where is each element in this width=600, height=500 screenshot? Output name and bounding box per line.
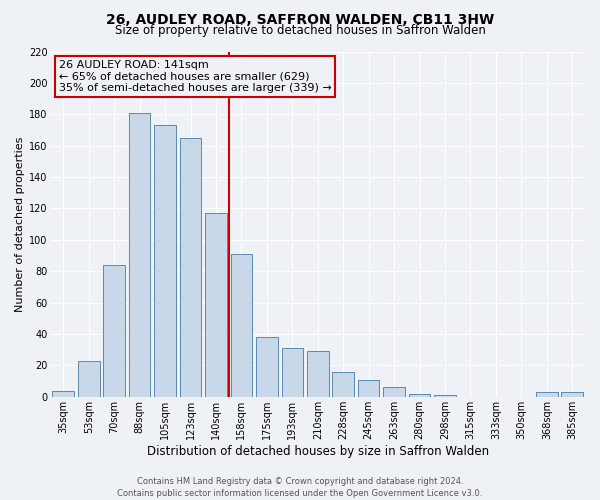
- X-axis label: Distribution of detached houses by size in Saffron Walden: Distribution of detached houses by size …: [147, 444, 489, 458]
- Bar: [129, 112, 151, 397]
- Bar: [536, 392, 557, 397]
- Bar: [358, 380, 379, 397]
- Text: Contains HM Land Registry data © Crown copyright and database right 2024.
Contai: Contains HM Land Registry data © Crown c…: [118, 476, 482, 498]
- Bar: [332, 372, 354, 397]
- Bar: [78, 360, 100, 397]
- Bar: [52, 390, 74, 397]
- Bar: [383, 388, 405, 397]
- Bar: [281, 348, 303, 397]
- Y-axis label: Number of detached properties: Number of detached properties: [15, 136, 25, 312]
- Text: Size of property relative to detached houses in Saffron Walden: Size of property relative to detached ho…: [115, 24, 485, 37]
- Text: 26 AUDLEY ROAD: 141sqm
← 65% of detached houses are smaller (629)
35% of semi-de: 26 AUDLEY ROAD: 141sqm ← 65% of detached…: [59, 60, 331, 94]
- Text: 26, AUDLEY ROAD, SAFFRON WALDEN, CB11 3HW: 26, AUDLEY ROAD, SAFFRON WALDEN, CB11 3H…: [106, 12, 494, 26]
- Bar: [562, 392, 583, 397]
- Bar: [154, 126, 176, 397]
- Bar: [205, 213, 227, 397]
- Bar: [103, 265, 125, 397]
- Bar: [256, 337, 278, 397]
- Bar: [409, 394, 430, 397]
- Bar: [180, 138, 202, 397]
- Bar: [434, 395, 456, 397]
- Bar: [230, 254, 252, 397]
- Bar: [307, 352, 329, 397]
